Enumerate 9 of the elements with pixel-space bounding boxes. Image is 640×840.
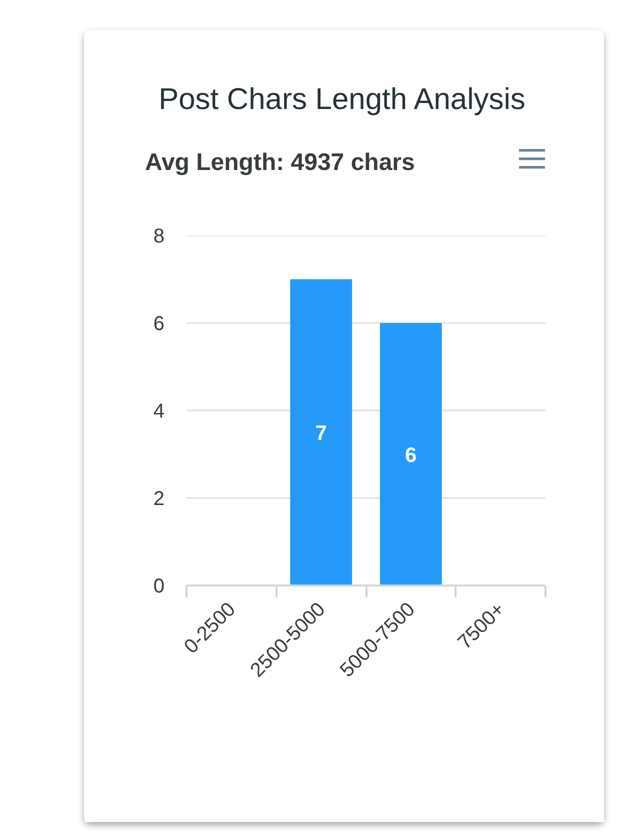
y-tick-label: 4 — [153, 400, 164, 422]
chart-title: Post Chars Length Analysis — [158, 82, 526, 118]
chart-subtitle: Avg Length: 4937 chars — [145, 149, 415, 177]
y-tick-label: 6 — [153, 313, 164, 335]
data-label: 7 — [315, 422, 327, 445]
y-tick-label: 8 — [153, 226, 164, 248]
y-tick-label: 2 — [153, 488, 164, 510]
data-label: 6 — [405, 444, 417, 467]
y-tick-label: 0 — [153, 576, 164, 598]
